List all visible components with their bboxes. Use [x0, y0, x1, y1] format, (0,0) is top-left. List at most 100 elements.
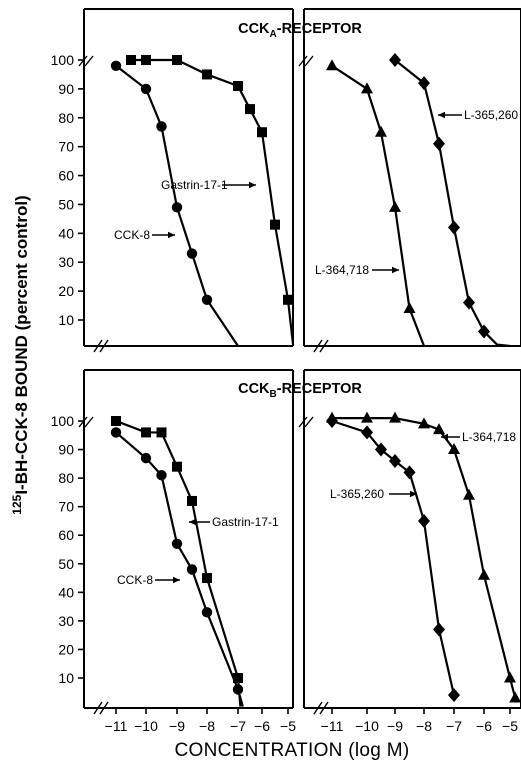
series-label-gastrin-a-arrowhead: [249, 181, 256, 189]
data-point: [504, 671, 516, 683]
series-label-gastrin-a: Gastrin-17-1: [161, 178, 228, 192]
x-tick-label: −10: [355, 718, 379, 734]
x-tick-label: −10: [134, 718, 158, 734]
y-tick-label: 10: [58, 312, 74, 328]
panel-0: 10 20 30 40 50 60 70 80 90 100: [51, 8, 295, 353]
data-point: [172, 55, 182, 65]
series-line: [131, 58, 295, 347]
data-point: [448, 443, 460, 455]
data-point: [187, 495, 197, 506]
data-point: [433, 423, 445, 435]
x-tick-label: −7: [230, 718, 246, 734]
panel-title-cck-a: CCKA-RECEPTOR: [238, 21, 362, 40]
data-point: [361, 82, 373, 94]
series-line: [332, 417, 517, 699]
data-point: [233, 673, 243, 683]
x-tick-label: −8: [199, 718, 215, 734]
data-point: [141, 427, 151, 438]
y-tick-label: 60: [58, 527, 74, 543]
x-tick-label: −5: [280, 718, 296, 734]
panel-2: 10 20 30 40 50 60 70 80 90 100 −11 −10 −9 −8 −7 −6 −5: [51, 369, 296, 734]
data-point: [202, 573, 212, 584]
x-axis-break-mark: [93, 339, 109, 353]
series-label-l365-a: L-365,260: [464, 108, 518, 122]
y-tick-label: 30: [58, 254, 74, 270]
data-point: [140, 83, 152, 95]
series-label-cck8-b-arrowhead: [173, 576, 180, 584]
series-label-gastrin-b: Gastrin-17-1: [212, 515, 279, 529]
x-tick-label: −11: [105, 718, 128, 734]
data-point: [171, 202, 183, 213]
y-tick-label: 60: [58, 168, 74, 184]
data-point: [326, 414, 338, 428]
data-point: [403, 301, 416, 313]
data-point: [233, 81, 243, 91]
data-point: [389, 411, 401, 423]
data-point: [375, 442, 387, 457]
data-point: [389, 453, 401, 468]
series-label-cck8-a-arrowhead: [168, 231, 175, 239]
data-point: [201, 607, 213, 618]
x-tick-label: −6: [476, 718, 492, 734]
y-axis-label: 125I-BH-CCK-8 BOUND (percent control): [10, 195, 31, 514]
x-axis-break-mark: [93, 701, 109, 715]
data-point: [186, 248, 198, 259]
series-cck-8: [110, 60, 239, 347]
series-label-cck8-b: CCK-8: [117, 573, 153, 587]
data-point: [171, 538, 183, 549]
y-tick-label: 20: [58, 641, 74, 657]
axis-break-mark: [298, 55, 314, 67]
data-point: [509, 691, 521, 703]
data-point: [403, 465, 416, 480]
series-label-cck8-a: CCK-8: [114, 228, 150, 242]
series-label-l364-a-arrowhead: [392, 266, 399, 274]
y-tick-label: 20: [58, 283, 74, 299]
data-point: [361, 411, 373, 423]
panel-3: −11 −10 −9 −8 −7 −6 −5: [298, 369, 521, 734]
series-label-gastrin-b-arrowhead: [189, 518, 196, 526]
y-tick-label: 40: [58, 584, 74, 600]
y-tick-label: 100: [51, 413, 75, 429]
data-point: [202, 69, 212, 80]
panel-1: [298, 8, 521, 353]
data-point: [418, 513, 430, 528]
y-tick-label: 50: [58, 556, 74, 572]
data-point: [389, 53, 401, 67]
data-point: [141, 55, 151, 65]
data-point: [245, 104, 255, 115]
data-point: [140, 452, 152, 464]
data-point: [257, 127, 267, 138]
data-point: [110, 60, 122, 71]
series-label-l365-b-arrowhead: [410, 490, 417, 498]
data-point: [448, 220, 460, 235]
y-tick-label: 90: [58, 442, 74, 458]
data-point: [463, 295, 475, 310]
x-tick-label: −11: [321, 718, 344, 734]
data-point: [478, 568, 490, 580]
data-point: [389, 200, 401, 212]
y-tick-label: 90: [58, 81, 74, 97]
series-line: [331, 64, 426, 347]
series-label-l365-a-arrowhead: [438, 111, 445, 119]
data-point: [478, 324, 490, 339]
data-point: [433, 622, 445, 637]
y-tick-label: 80: [58, 470, 74, 486]
data-point: [361, 425, 373, 440]
data-point: [448, 688, 460, 703]
axis-break-mark: [298, 416, 314, 428]
y-axis-label-text: I-BH-CCK-8 BOUND (percent control): [12, 195, 31, 494]
y-tick-label: 100: [51, 52, 75, 68]
series-label-l365-b: L-365,260: [330, 487, 384, 501]
y-tick-label: 70: [58, 499, 74, 515]
y-axis-label-superscript: 125: [10, 494, 24, 514]
x-tick-label: −9: [387, 718, 403, 734]
series-label-l364-b: L-364,718: [462, 430, 516, 444]
data-point: [126, 55, 136, 65]
y-tick-label: 70: [58, 139, 74, 155]
data-point: [418, 76, 430, 91]
data-point: [156, 121, 167, 132]
axis-break-mark: [78, 416, 94, 428]
data-point: [111, 416, 121, 426]
series-gastrin-17-1: [126, 55, 295, 347]
